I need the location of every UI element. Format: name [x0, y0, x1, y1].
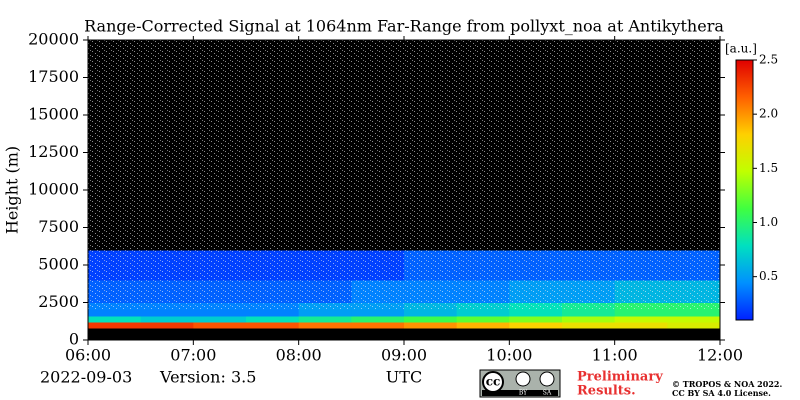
heatmap-cell: [193, 322, 247, 329]
heatmap-cell: [193, 316, 247, 323]
colorbar-tick-label: 0.5: [759, 269, 778, 283]
badge-by-circle: [515, 371, 531, 387]
x-tick-label: 09:00: [381, 346, 427, 365]
license-badge: cc BY SA: [479, 369, 561, 398]
heatmap-cell: [667, 328, 721, 341]
heatmap-cell: [509, 316, 563, 323]
heatmap-cell: [298, 328, 352, 341]
colorbar-tick-label: 2.0: [759, 107, 778, 121]
x-tick-label: 08:00: [276, 346, 322, 365]
heatmap-cell: [246, 316, 300, 323]
heatmap-cell: [667, 322, 721, 329]
y-tick-label: 15000: [28, 105, 79, 124]
copyright: © TROPOS & NOA 2022.: [672, 379, 782, 389]
y-tick-label: 0: [69, 330, 79, 349]
y-tick-label: 7500: [38, 217, 79, 236]
colorbar: [735, 59, 754, 321]
y-axis-label: Height (m): [3, 146, 22, 234]
heatmap-cell: [509, 328, 563, 341]
heatmap-cell: [351, 322, 405, 329]
x-tick-label: 12:00: [697, 346, 743, 365]
copyright: CC BY SA 4.0 License.: [672, 388, 771, 398]
badge-strip: [482, 390, 558, 396]
badge-sa-circle: [539, 371, 555, 387]
chart-title: Range-Corrected Signal at 1064nm Far-Ran…: [84, 17, 724, 36]
heatmap-cell: [88, 316, 142, 323]
x-tick-label: 06:00: [65, 346, 111, 365]
preliminary: Results.: [577, 384, 636, 399]
heatmap-cell: [351, 316, 405, 323]
badge-by: BY: [519, 390, 528, 397]
x-tick-label: 11:00: [592, 346, 638, 365]
heatmap-cell: [140, 328, 194, 341]
heatmap-cell: [140, 322, 194, 329]
preliminary: Preliminary: [577, 370, 663, 385]
heatmap-cell: [614, 316, 668, 323]
heatmap-cell: [562, 328, 616, 341]
y-tick-label: 12500: [28, 142, 79, 161]
y-tick-label: 20000: [28, 30, 79, 49]
colorbar-label: [a.u.]: [725, 42, 757, 56]
badge-cc: cc: [486, 375, 501, 389]
heatmap-cell: [246, 328, 300, 341]
heatmap-cell: [456, 328, 510, 341]
heatmap-cell: [509, 322, 563, 329]
heatmap-cell: [614, 328, 668, 341]
heatmap-cell: [456, 322, 510, 329]
heatmap-cell: [562, 316, 616, 323]
heatmap-cell: [404, 328, 458, 341]
x-tick-label: 07:00: [170, 346, 216, 365]
heatmap-cell: [667, 316, 721, 323]
heatmap-cell: [193, 328, 247, 341]
heatmap-cell: [298, 316, 352, 323]
heatmap-cell: [614, 322, 668, 329]
heatmap-cell: [562, 322, 616, 329]
x-axis-label: UTC: [386, 368, 422, 387]
x-tick-label: 10:00: [486, 346, 532, 365]
colorbar-tick-label: 1.0: [759, 215, 778, 229]
heatmap-cell: [88, 322, 142, 329]
y-tick-label: 2500: [38, 292, 79, 311]
heatmap-cell: [404, 322, 458, 329]
y-tick-label: 17500: [28, 67, 79, 86]
heatmap-cell: [298, 322, 352, 329]
noise-overlay: [88, 40, 720, 310]
date: 2022-09-03: [40, 368, 132, 387]
heatmap-cell: [88, 328, 142, 341]
heatmap-cell: [456, 316, 510, 323]
heatmap-cell: [404, 316, 458, 323]
colorbar-tick-label: 1.5: [759, 161, 778, 175]
heatmap-cell: [246, 322, 300, 329]
version: Version: 3.5: [159, 368, 256, 387]
y-tick-label: 10000: [28, 180, 79, 199]
badge-sa: SA: [543, 390, 552, 397]
heatmap-cell: [140, 316, 194, 323]
y-tick-label: 5000: [38, 255, 79, 274]
badge-cc-circle: [482, 371, 504, 393]
colorbar-tick-label: 2.5: [759, 53, 778, 67]
heatmap-cell: [351, 328, 405, 341]
